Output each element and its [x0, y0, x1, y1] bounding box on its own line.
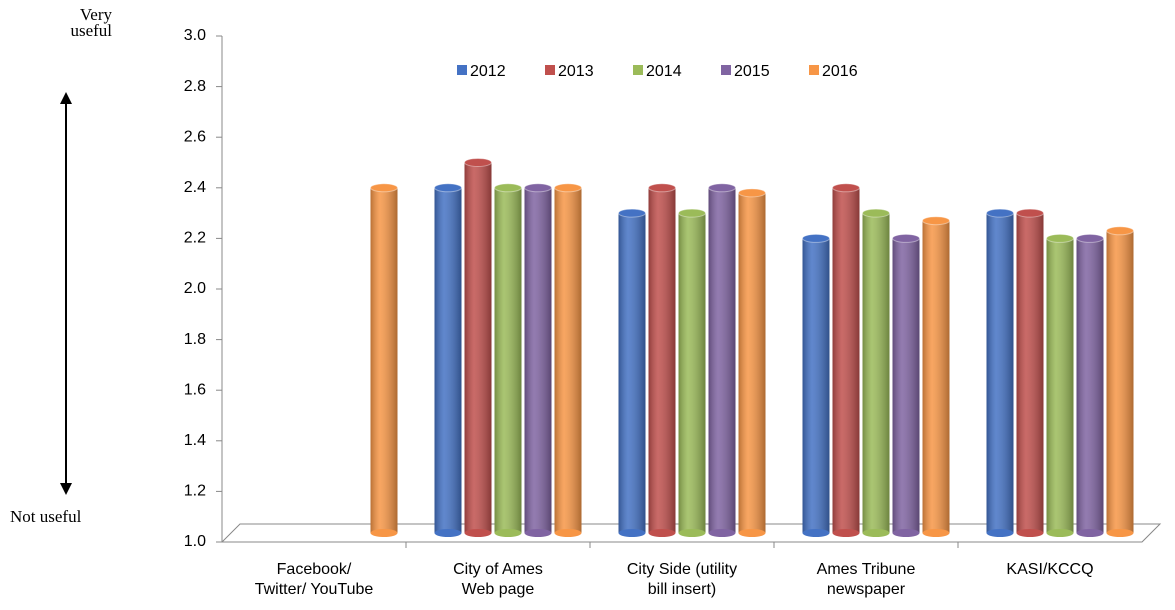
- legend-label: 2013: [558, 63, 594, 80]
- legend-swatch: [721, 65, 731, 75]
- bar-cap: [1076, 233, 1104, 243]
- bar-shade: [678, 213, 706, 533]
- legend-label: 2015: [734, 63, 770, 80]
- legend-swatch: [809, 65, 819, 75]
- bar-shade: [1106, 230, 1134, 533]
- bar-shade: [708, 187, 736, 534]
- bar-base: [618, 529, 646, 537]
- annotation: Very useful: [70, 5, 112, 40]
- bar-cap: [802, 233, 830, 243]
- y-tick-label: 1.0: [184, 533, 206, 550]
- bar-shade: [922, 220, 950, 533]
- bar-cap: [862, 208, 890, 218]
- x-tick-label: Facebook/Twitter/ YouTube: [255, 561, 374, 598]
- bar-base: [464, 529, 492, 537]
- bar-base: [802, 529, 830, 537]
- bar-cap: [708, 183, 736, 193]
- bar-cap: [524, 183, 552, 193]
- bar-base: [678, 529, 706, 537]
- y-tick-label: 2.4: [184, 179, 206, 196]
- bar-base: [892, 529, 920, 537]
- bar-cap: [892, 233, 920, 243]
- y-tick-label: 2.0: [184, 280, 206, 297]
- y-tick-label: 3.0: [184, 27, 206, 44]
- legend-swatch: [545, 65, 555, 75]
- legend-label: 2012: [470, 63, 506, 80]
- bar-shade: [862, 213, 890, 533]
- bar-base: [648, 529, 676, 537]
- bar-shade: [832, 187, 860, 534]
- y-tick-label: 2.2: [184, 230, 206, 247]
- x-tick-label: Ames Tribune newspaper: [817, 561, 916, 598]
- bar-cap: [494, 183, 522, 193]
- bar-cap: [832, 183, 860, 193]
- bar-base: [1076, 529, 1104, 537]
- legend-label: 2016: [822, 63, 858, 80]
- bar-cap: [648, 183, 676, 193]
- bar-base: [708, 529, 736, 537]
- bar-base: [524, 529, 552, 537]
- bar-shade: [434, 187, 462, 534]
- bar-base: [554, 529, 582, 537]
- bar-cap: [922, 216, 950, 226]
- bar-shade: [464, 162, 492, 533]
- bar-shade: [554, 187, 582, 534]
- bar-base: [738, 529, 766, 537]
- bar-cap: [464, 158, 492, 167]
- bar-cap: [618, 208, 646, 218]
- bar-base: [832, 529, 860, 537]
- bar-base: [862, 529, 890, 537]
- arrow-head-down: [60, 483, 72, 495]
- bar-shade: [648, 187, 676, 534]
- bar-shade: [524, 187, 552, 534]
- y-tick-label: 2.6: [184, 128, 206, 145]
- legend-swatch: [457, 65, 467, 75]
- x-tick-label: City Side (utility bill insert): [627, 561, 737, 598]
- bar-shade: [618, 213, 646, 533]
- bar-shade: [1076, 238, 1104, 533]
- bar-shade: [370, 187, 398, 534]
- bar-cap: [434, 183, 462, 193]
- floor: [220, 523, 1162, 543]
- y-tick-label: 1.2: [184, 483, 206, 500]
- bar-base: [1106, 529, 1134, 537]
- annotation: Not useful: [10, 507, 82, 526]
- bar-cap: [554, 183, 582, 193]
- bar-shade: [1046, 238, 1074, 533]
- bar-shade: [738, 192, 766, 534]
- bar-cap: [370, 183, 398, 193]
- bar-base: [370, 529, 398, 537]
- legend-label: 2014: [646, 63, 682, 80]
- y-tick-label: 1.8: [184, 331, 206, 348]
- y-tick-label: 2.8: [184, 78, 206, 95]
- bar-shade: [494, 187, 522, 534]
- bar-shade: [802, 238, 830, 533]
- bar-shade: [892, 238, 920, 533]
- x-tick-label: City of Ames Web page: [453, 561, 543, 598]
- bar-base: [1016, 529, 1044, 537]
- bar-cap: [1106, 226, 1134, 236]
- bar-base: [1046, 529, 1074, 537]
- bar-shade: [1016, 213, 1044, 533]
- x-tick-label: KASI/KCCQ: [1006, 561, 1093, 578]
- bar-cap: [1046, 233, 1074, 243]
- bar-shade: [986, 213, 1014, 533]
- bar-base: [494, 529, 522, 537]
- legend-swatch: [633, 65, 643, 75]
- bar-cap: [1016, 208, 1044, 218]
- y-tick-label: 1.4: [184, 432, 206, 449]
- arrow-head-up: [60, 92, 72, 104]
- bar-cap: [738, 188, 766, 198]
- bar-base: [986, 529, 1014, 537]
- y-tick-label: 1.6: [184, 381, 206, 398]
- bar-cap: [986, 208, 1014, 218]
- bar-base: [922, 529, 950, 537]
- bar-cap: [678, 208, 706, 218]
- bar-base: [434, 529, 462, 537]
